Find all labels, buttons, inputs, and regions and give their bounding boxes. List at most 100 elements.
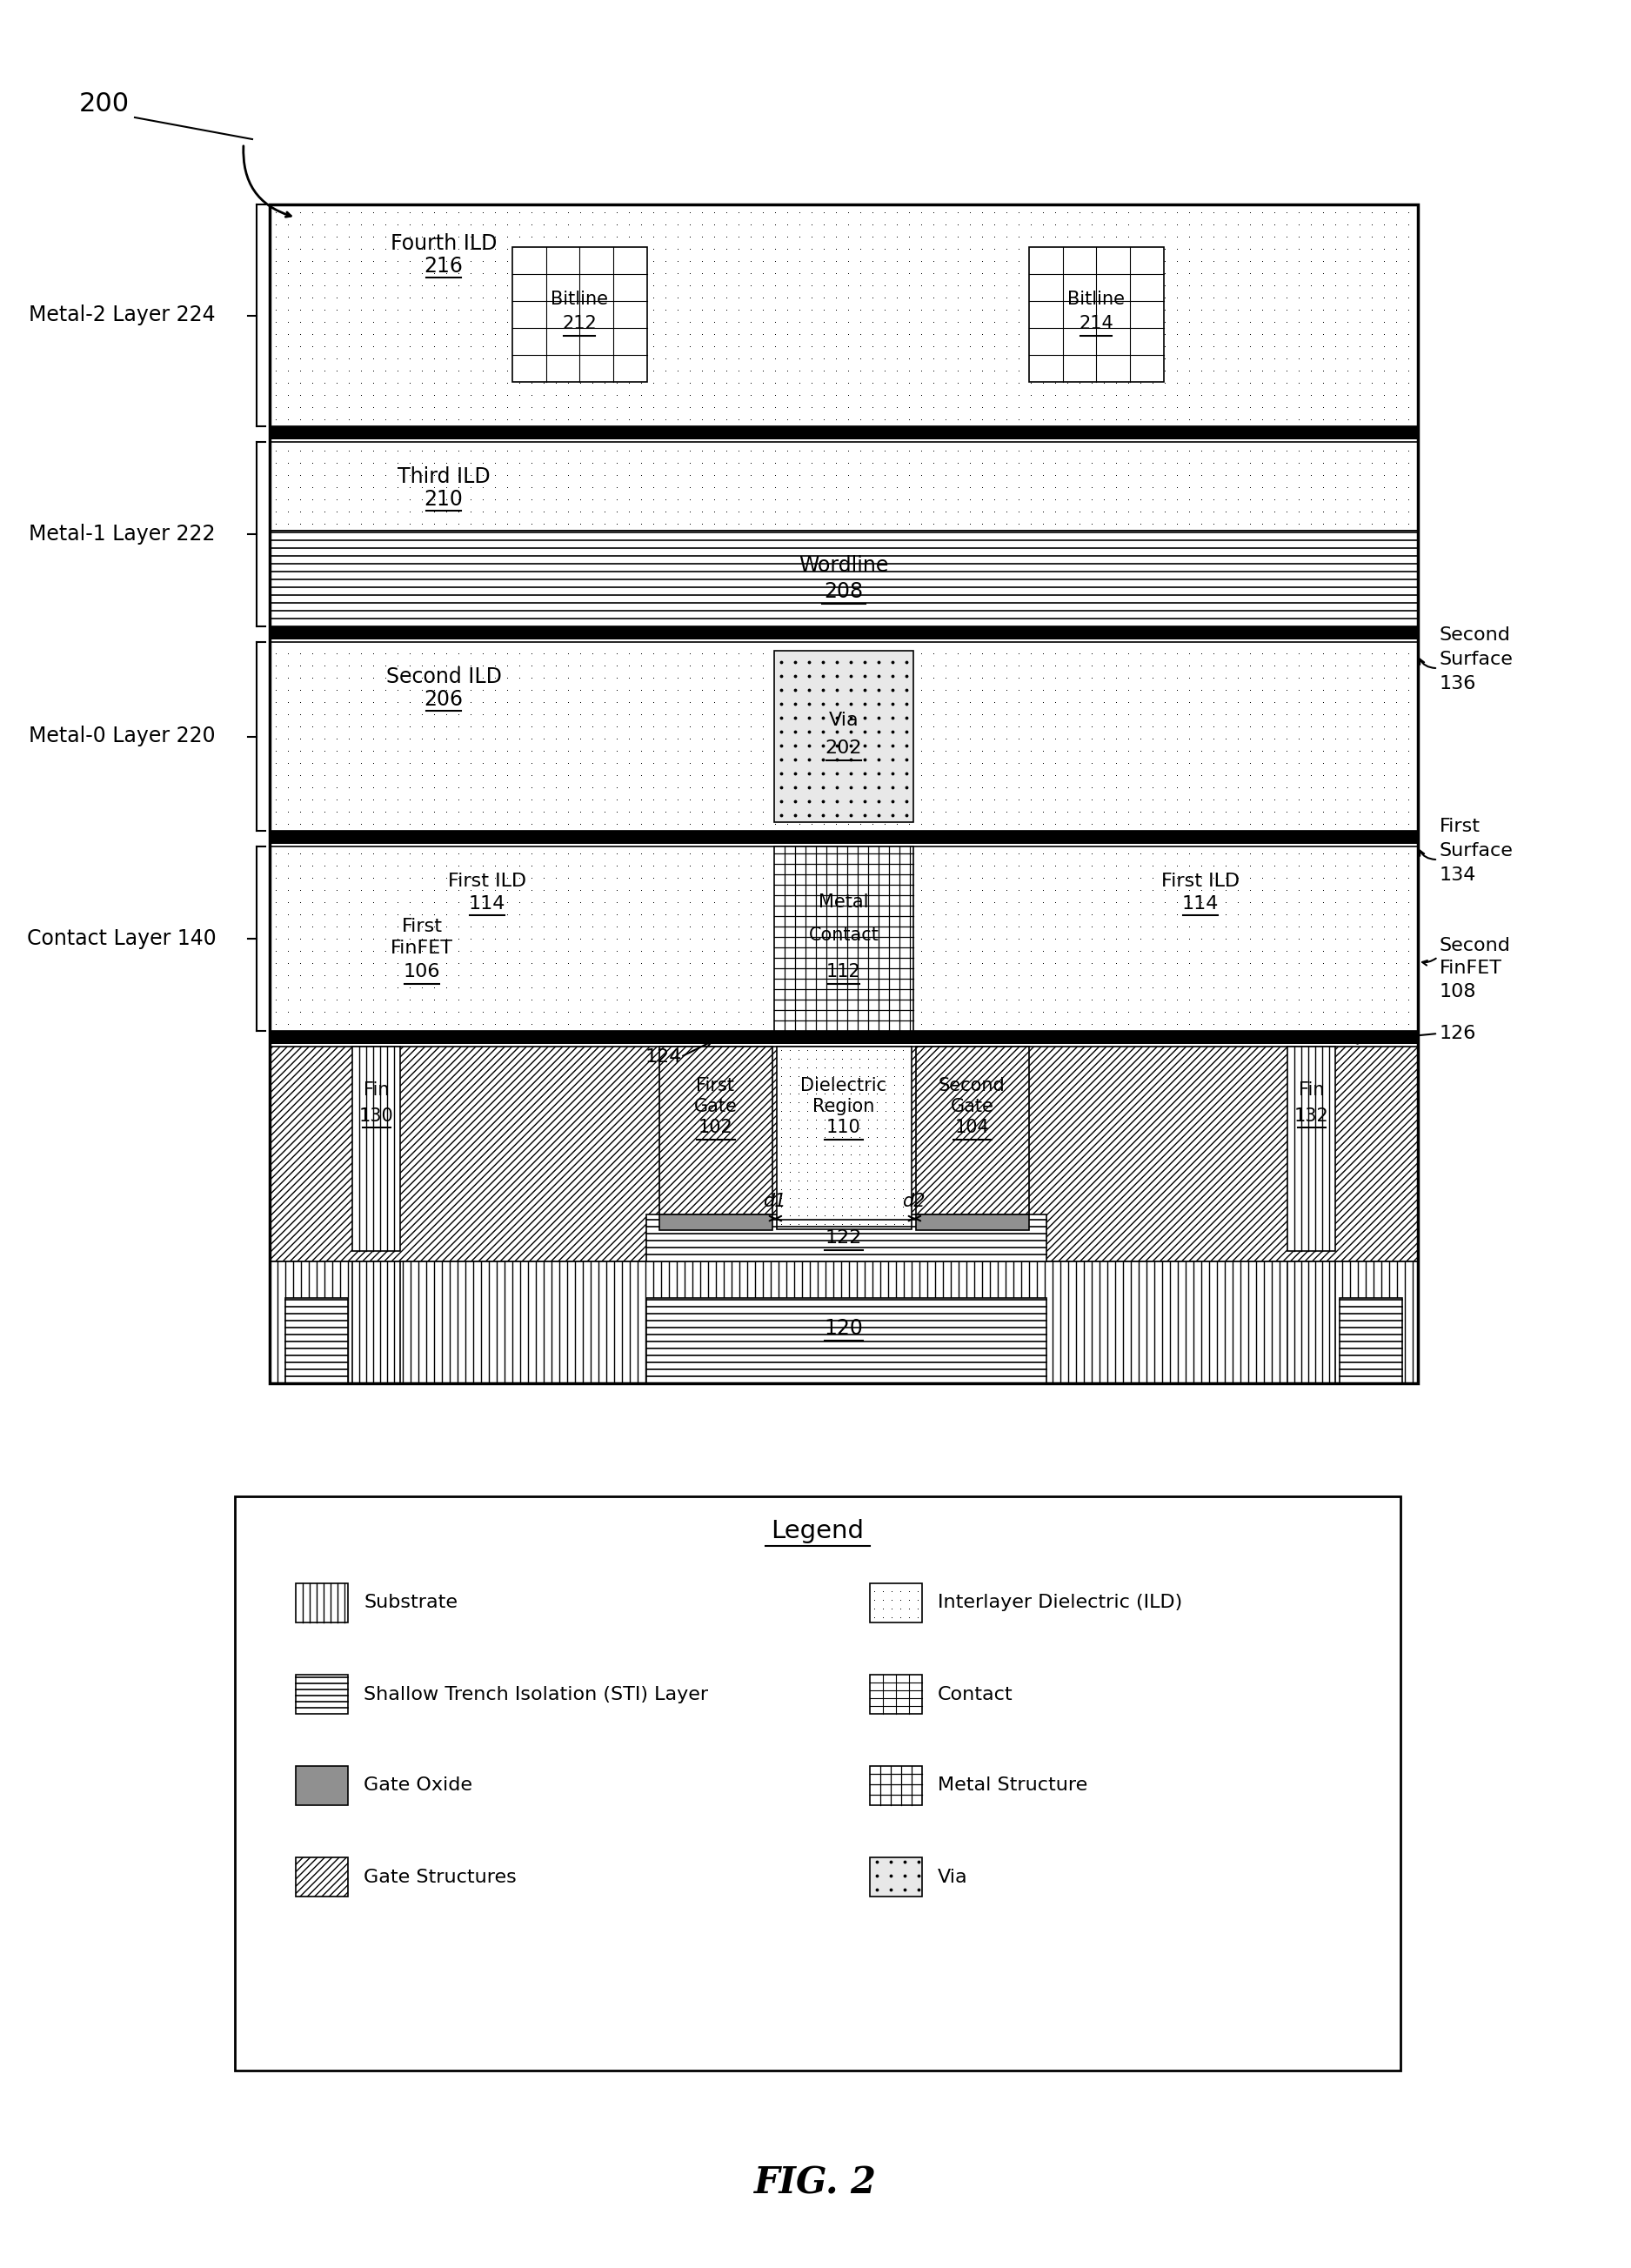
Text: Legend: Legend — [771, 1520, 864, 1542]
Bar — [269, 1032, 1417, 1043]
Text: 136: 136 — [1440, 676, 1476, 692]
Text: 206: 206 — [424, 689, 463, 710]
Text: 134: 134 — [1440, 866, 1476, 885]
Bar — [269, 204, 1417, 426]
Text: 200: 200 — [78, 91, 130, 118]
Text: Contact: Contact — [809, 925, 879, 943]
Text: Metal-0 Layer 220: Metal-0 Layer 220 — [28, 726, 215, 746]
Bar — [646, 1213, 1045, 1261]
Text: 132: 132 — [1293, 1107, 1329, 1125]
Bar — [1339, 1297, 1403, 1383]
Text: Contact: Contact — [938, 1685, 1013, 1703]
Text: First ILD: First ILD — [1161, 873, 1240, 889]
Bar — [269, 426, 1417, 440]
Bar — [659, 1046, 771, 1213]
Text: Surface: Surface — [1440, 841, 1514, 860]
Text: d2: d2 — [902, 1193, 925, 1209]
Text: Surface: Surface — [1440, 651, 1514, 669]
Bar — [269, 626, 1417, 640]
Text: 126: 126 — [1440, 1025, 1476, 1043]
Bar — [269, 830, 1417, 844]
Text: First: First — [401, 919, 442, 934]
Text: 130: 130 — [359, 1107, 393, 1125]
Bar — [869, 1857, 922, 1896]
Text: 212: 212 — [563, 315, 597, 331]
Bar — [512, 247, 648, 381]
Text: Interlayer Dielectric (ILD): Interlayer Dielectric (ILD) — [938, 1594, 1182, 1613]
Text: Via: Via — [829, 712, 860, 730]
Bar — [352, 1261, 400, 1383]
Text: FinFET: FinFET — [1440, 959, 1502, 978]
Bar — [285, 1297, 347, 1383]
Text: FinFET: FinFET — [390, 939, 453, 957]
Text: Gate Oxide: Gate Oxide — [364, 1776, 473, 1794]
Text: 202: 202 — [825, 739, 863, 758]
Text: 122: 122 — [825, 1229, 863, 1247]
Bar — [269, 846, 1417, 1032]
Bar — [659, 1046, 771, 1213]
Text: Second: Second — [1440, 626, 1510, 644]
Text: 216: 216 — [424, 256, 463, 277]
Bar — [295, 1583, 347, 1622]
Bar — [1287, 1046, 1336, 1250]
Text: Second ILD: Second ILD — [387, 667, 501, 687]
Text: Metal-1 Layer 222: Metal-1 Layer 222 — [28, 524, 215, 544]
Bar — [295, 1767, 347, 1805]
Text: 110: 110 — [827, 1118, 861, 1136]
Bar — [269, 531, 1417, 626]
Text: 120: 120 — [824, 1318, 863, 1338]
Bar — [295, 1674, 347, 1715]
Text: 208: 208 — [824, 581, 863, 601]
Text: Third ILD: Third ILD — [398, 467, 489, 488]
Text: Fin: Fin — [1298, 1082, 1324, 1098]
Bar — [775, 651, 913, 821]
Bar — [775, 846, 913, 1032]
Text: Gate Structures: Gate Structures — [364, 1869, 517, 1885]
Text: Metal Structure: Metal Structure — [938, 1776, 1088, 1794]
Text: Region: Region — [812, 1098, 874, 1116]
Bar — [269, 1261, 1417, 1383]
Text: 102: 102 — [698, 1118, 732, 1136]
Bar — [915, 1046, 1029, 1213]
Text: Bitline: Bitline — [1068, 290, 1125, 308]
Text: First ILD: First ILD — [449, 873, 527, 889]
Text: Bitline: Bitline — [551, 290, 608, 308]
Text: Gate: Gate — [693, 1098, 737, 1116]
Text: 114: 114 — [468, 896, 506, 912]
Text: Substrate: Substrate — [364, 1594, 458, 1613]
Text: Dielectric: Dielectric — [801, 1077, 887, 1095]
Bar — [269, 642, 1417, 830]
Bar — [915, 1046, 1029, 1213]
Bar — [269, 442, 1417, 531]
Text: Second: Second — [1440, 937, 1510, 955]
Bar — [269, 1046, 1417, 1261]
Bar — [352, 1046, 400, 1250]
Bar — [235, 1497, 1401, 2071]
Bar — [659, 1213, 771, 1229]
Text: Fourth ILD: Fourth ILD — [390, 234, 497, 254]
Bar — [295, 1857, 347, 1896]
Text: 108: 108 — [1440, 982, 1476, 1000]
Text: d1: d1 — [763, 1193, 786, 1209]
Text: 214: 214 — [1080, 315, 1114, 331]
Bar — [869, 1583, 922, 1622]
Bar — [915, 1213, 1029, 1229]
Text: Metal: Metal — [819, 894, 869, 909]
Bar — [269, 1046, 1417, 1261]
Text: Gate: Gate — [951, 1098, 993, 1116]
Text: Contact Layer 140: Contact Layer 140 — [28, 928, 217, 948]
Bar — [1287, 1261, 1336, 1383]
Text: 210: 210 — [424, 490, 463, 510]
Text: First: First — [1440, 819, 1481, 835]
Text: Second: Second — [939, 1077, 1005, 1095]
Text: 112: 112 — [827, 964, 861, 980]
Bar — [869, 1767, 922, 1805]
Text: Metal-2 Layer 224: Metal-2 Layer 224 — [28, 304, 215, 327]
Bar — [869, 1674, 922, 1715]
Bar — [295, 1857, 347, 1896]
Text: FIG. 2: FIG. 2 — [754, 2166, 877, 2202]
Text: 124: 124 — [644, 1048, 682, 1066]
Text: Fin: Fin — [364, 1082, 390, 1098]
Text: 104: 104 — [954, 1118, 990, 1136]
Text: First: First — [696, 1077, 734, 1095]
